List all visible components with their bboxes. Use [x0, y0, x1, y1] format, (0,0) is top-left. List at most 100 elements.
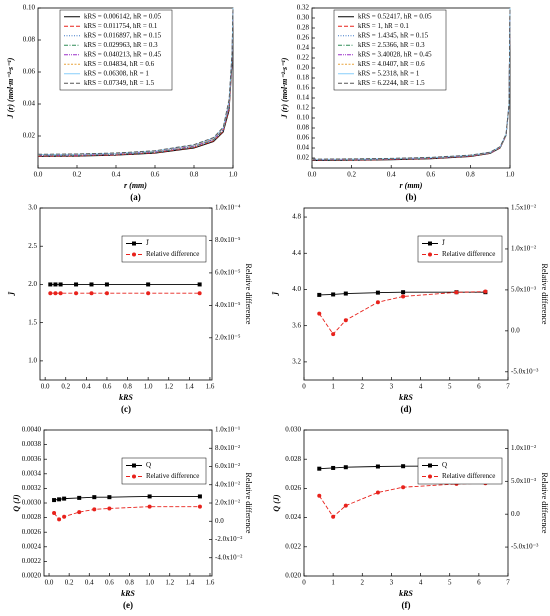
- x-tick-label: 6: [477, 579, 481, 587]
- marker: [77, 495, 82, 500]
- x-tick-label: 1.0: [145, 579, 154, 587]
- marker: [48, 282, 53, 287]
- y-tick-label: 0.0026: [22, 528, 42, 536]
- marker: [146, 282, 151, 287]
- y-tick-label: 0.030: [285, 426, 301, 434]
- y-tick-label: 0.08: [23, 36, 36, 44]
- marker: [331, 514, 336, 519]
- x-axis-label: kRS: [399, 589, 413, 598]
- y-tick-label: 0.06: [23, 68, 36, 76]
- marker: [454, 290, 459, 295]
- y-tick-label: 0.22: [297, 54, 310, 62]
- series-line: [53, 506, 200, 520]
- marker: [317, 466, 322, 471]
- x-tick-label: 0.6: [105, 579, 114, 587]
- y-tick-label: 1.0: [28, 356, 37, 364]
- y-axis-label: J (r) (mol·m⁻²·s⁻¹): [280, 57, 289, 119]
- legend-box: [417, 457, 503, 485]
- x-tick-label: 6: [477, 383, 481, 391]
- marker: [62, 496, 67, 501]
- x-tick-label: 0.6: [426, 171, 435, 179]
- y-axis-label: J (r) (mol·m⁻²·s⁻¹): [6, 57, 15, 119]
- y2-tick-label: 0.0: [511, 510, 520, 518]
- y-tick-label: 0.04: [23, 100, 36, 108]
- y-axis-label: Q (J): [272, 494, 281, 511]
- y-tick-label: 0.04: [297, 144, 310, 152]
- marker: [104, 282, 109, 287]
- y-tick-label: 0.0032: [22, 484, 42, 492]
- y-tick-label: 2.5: [28, 242, 37, 250]
- legend-box: [333, 9, 447, 91]
- marker: [57, 497, 62, 502]
- x-tick-label: 0.2: [73, 171, 82, 179]
- marker: [58, 291, 63, 296]
- plot-frame: [43, 429, 213, 577]
- marker: [375, 300, 380, 305]
- y-tick-label: 0.02: [23, 132, 36, 140]
- x-tick-label: 0.0: [45, 579, 54, 587]
- y-tick-label: 2.0: [28, 280, 37, 288]
- marker: [317, 311, 322, 316]
- y2-tick-label: 1.0x10⁻¹: [215, 426, 240, 434]
- marker: [401, 290, 406, 295]
- y-tick-label: 0.022: [285, 542, 301, 550]
- y2-tick-label: 1.0x10⁻²: [511, 444, 536, 452]
- x-tick-label: 5: [448, 579, 452, 587]
- x-tick-label: 1.2: [164, 383, 173, 391]
- marker: [197, 282, 202, 287]
- y-tick-label: 4.8: [292, 213, 301, 221]
- y-tick-label: 0.26: [297, 34, 310, 42]
- y-tick-label: 0.020: [285, 572, 301, 580]
- marker: [331, 292, 336, 297]
- y2-tick-label: 0.0: [511, 326, 520, 334]
- legend-label: Relative difference: [146, 472, 199, 480]
- y-axis-label: J̄: [8, 291, 17, 297]
- y-tick-label: 0.0020: [22, 572, 42, 580]
- y2-tick-label: -4.0x10⁻²: [215, 553, 242, 561]
- y-tick-label: 0.028: [285, 455, 301, 463]
- legend-marker: [428, 241, 432, 246]
- y2-tick-label: 8.0x10⁻²: [215, 444, 240, 452]
- x-tick-label: 4: [419, 383, 423, 391]
- x-tick-label: 1.4: [185, 579, 194, 587]
- y2-axis-label: Relative difference: [540, 264, 549, 325]
- x-tick-label: 0.4: [82, 383, 91, 391]
- x-tick-label: 1: [331, 579, 335, 587]
- y2-tick-label: 8.0x10⁻⁵: [215, 236, 241, 244]
- y2-tick-label: -2.0x10⁻²: [215, 535, 242, 543]
- marker: [147, 504, 152, 509]
- y-tick-label: 4.0: [292, 285, 301, 293]
- x-tick-label: 1: [331, 383, 335, 391]
- x-tick-label: 0.8: [125, 579, 134, 587]
- marker: [107, 495, 112, 500]
- y2-axis-label: Relative difference: [244, 473, 253, 534]
- legend-box: [59, 9, 173, 91]
- marker: [89, 291, 94, 296]
- x-axis-label: kRS: [119, 393, 133, 402]
- x-tick-label: 0.8: [466, 171, 475, 179]
- panel-caption: (d): [401, 404, 412, 414]
- legend-label: Q: [442, 461, 447, 469]
- x-tick-label: 0: [302, 383, 306, 391]
- x-tick-label: 3: [390, 579, 394, 587]
- x-tick-label: 0.4: [85, 579, 94, 587]
- legend-label: kRS = 6.2244, hR = 1.5: [358, 79, 425, 87]
- y-tick-label: 0.10: [23, 4, 36, 12]
- marker: [52, 511, 57, 516]
- y-tick-label: 0.24: [297, 44, 310, 52]
- y-tick-label: 0.0024: [22, 542, 42, 550]
- marker: [401, 485, 406, 490]
- legend-label: kRS = 1.4345, hR = 0.15: [358, 31, 429, 39]
- y-tick-label: 0.02: [297, 154, 310, 162]
- y-tick-label: 0.16: [297, 84, 310, 92]
- x-tick-label: 0.6: [103, 383, 112, 391]
- legend-marker: [428, 474, 432, 479]
- legend-marker: [132, 252, 136, 257]
- y-tick-label: 4.4: [292, 249, 301, 257]
- y2-tick-label: 5.0x10⁻³: [511, 477, 536, 485]
- y2-tick-label: 6.0x10⁻⁵: [215, 269, 241, 277]
- plot-frame: [37, 7, 234, 169]
- marker: [317, 292, 322, 297]
- y2-tick-label: 2.0x10⁻⁵: [215, 333, 241, 341]
